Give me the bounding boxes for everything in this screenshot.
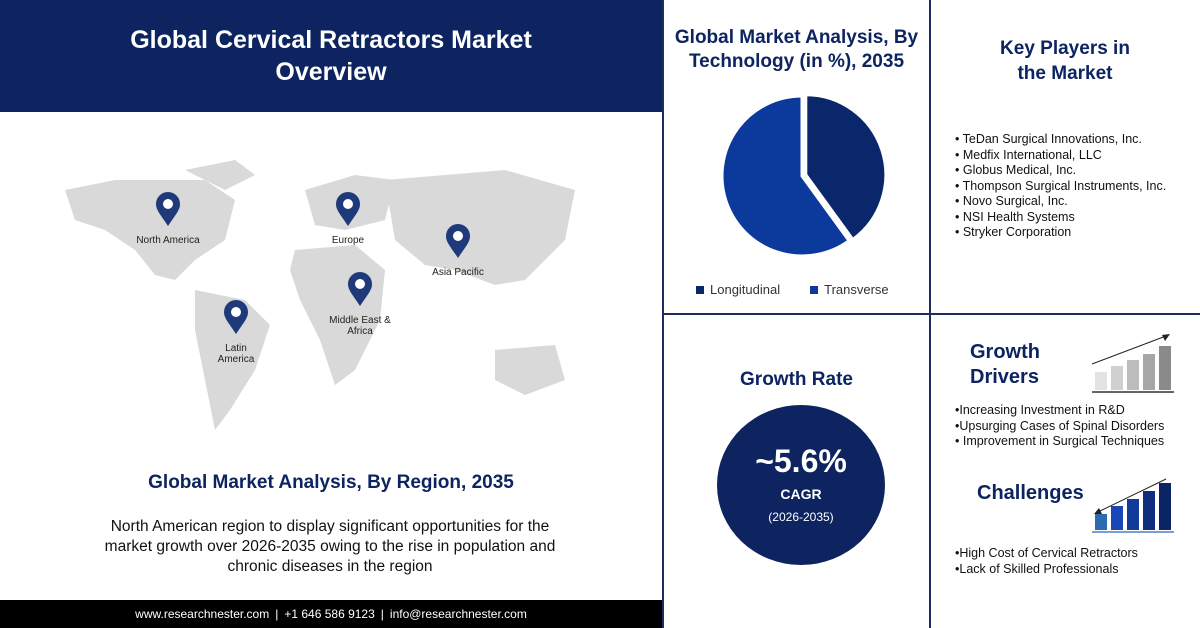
legend-label: Longitudinal <box>710 282 781 297</box>
key-player-item: • TeDan Surgical Innovations, Inc. <box>955 132 1142 146</box>
email-link[interactable]: info@researchnester.com <box>389 607 527 621</box>
region-label: Latin America <box>217 343 255 365</box>
driver-item: •Increasing Investment in R&D <box>955 403 1125 417</box>
map-asia <box>385 170 575 285</box>
key-players-list: • TeDan Surgical Innovations, Inc. • Medf… <box>955 132 1166 241</box>
key-player-item: • Globus Medical, Inc. <box>955 163 1077 177</box>
pie-slice-transverse <box>720 96 852 258</box>
decline-chart-icon <box>1092 478 1174 533</box>
drivers-list: •Increasing Investment in R&D •Upsurging… <box>955 403 1179 450</box>
separator: | <box>380 607 384 621</box>
region-label: Asia Pacific <box>432 267 484 278</box>
website-link[interactable]: www.researchnester.com <box>135 607 270 621</box>
region-pin-europe[interactable]: Europe <box>308 190 388 246</box>
driver-item: •Upsurging Cases of Spinal Disorders <box>955 418 1165 433</box>
footer: www.researchnester.com | +1 646 586 9123… <box>0 600 662 628</box>
driver-item: • Improvement in Surgical Techniques <box>955 434 1165 448</box>
challenges-list: •High Cost of Cervical Retractors •Lack … <box>955 546 1138 577</box>
region-label: Europe <box>331 235 365 246</box>
region-pin-asia-pacific[interactable]: Asia Pacific <box>418 222 498 278</box>
key-player-item: • Medfix International, LLC <box>955 147 1102 162</box>
phone: +1 646 586 9123 <box>284 607 375 621</box>
challenge-item: •High Cost of Cervical Retractors <box>955 546 1138 560</box>
technology-pie-chart <box>720 96 888 258</box>
map-north-america <box>65 180 235 280</box>
cagr-value: ~5.6% <box>755 443 847 479</box>
map-australia <box>495 345 565 395</box>
growth-rate-title: Growth Rate <box>740 369 853 390</box>
region-label: Middle East & Africa <box>329 315 391 337</box>
legend-label: Transverse <box>824 282 889 297</box>
pie-slice-longitudinal <box>804 96 888 242</box>
growth-chart-icon <box>1091 334 1174 393</box>
key-player-item: • Stryker Corporation <box>955 225 1072 239</box>
map-south-america <box>195 290 270 430</box>
report-title: Global Cervical Retractors Market Overvi… <box>0 0 662 112</box>
challenge-item: •Lack of Skilled Professionals <box>955 561 1119 576</box>
separator: | <box>275 607 279 621</box>
legend-longitudinal: Longitudinal <box>696 282 780 297</box>
cagr-label: CAGR <box>780 486 822 502</box>
world-map <box>65 160 575 430</box>
growth-drivers-title: Growth Drivers <box>970 341 1040 388</box>
region-pin-latin-america[interactable]: Latin America <box>196 298 276 365</box>
key-player-item: • NSI Health Systems <box>955 209 1075 224</box>
map-greenland <box>185 160 255 190</box>
key-players-title: Key Players in the Market <box>1000 38 1130 84</box>
legend-transverse: Transverse <box>810 282 889 297</box>
title-text: Global Cervical Retractors Market Overvi… <box>130 26 532 86</box>
technology-title: Global Market Analysis, By Technology (i… <box>674 27 919 72</box>
challenges-title: Challenges <box>977 482 1084 504</box>
divider <box>662 313 1200 315</box>
region-description: North American region to display signifi… <box>104 518 556 575</box>
region-analysis-title: Global Market Analysis, By Region, 2035 <box>148 472 514 493</box>
region-pin-north-america[interactable]: North America <box>128 190 208 246</box>
key-player-item: • Thompson Surgical Instruments, Inc. <box>955 178 1167 193</box>
cagr-circle: ~5.6% CAGR (2026-2035) <box>717 405 885 565</box>
region-pin-mea[interactable]: Middle East & Africa <box>320 270 400 337</box>
region-label: North America <box>136 235 200 246</box>
cagr-period: (2026-2035) <box>768 510 834 524</box>
pie-legend: Longitudinal Transverse <box>696 282 889 297</box>
key-player-item: • Novo Surgical, Inc. <box>955 194 1068 208</box>
